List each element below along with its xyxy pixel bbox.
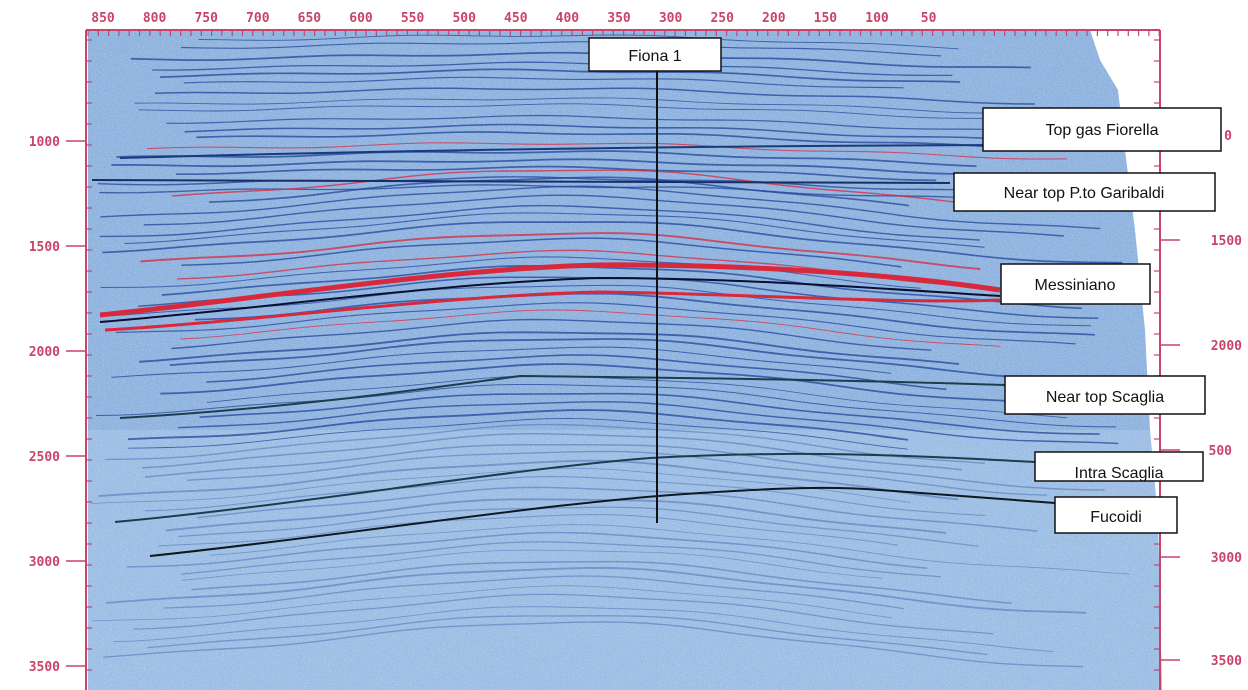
top-axis-tick-label: 650 xyxy=(298,11,322,26)
top-axis-tick-label: 50 xyxy=(921,11,937,26)
well-label: Fiona 1 xyxy=(628,48,681,65)
top-axis-tick-label: 600 xyxy=(349,11,373,26)
horizon-lines xyxy=(91,141,1151,557)
horizon-label-box-near-top-scaglia: Near top Scaglia xyxy=(1004,375,1206,415)
horizon-label-near-top-garibaldi: Near top P.to Garibaldi xyxy=(1004,185,1165,202)
horizon-label-top-gas-fiorella: Top gas Fiorella xyxy=(1046,122,1159,139)
horizon-top-gas-fiorella-line xyxy=(119,141,1151,159)
top-axis-tick-label: 800 xyxy=(143,11,167,26)
left-axis-tick-label: 2000 xyxy=(29,345,60,360)
right-axis-tick-label: 3500 xyxy=(1211,654,1242,669)
right-axis-tick-label: 3000 xyxy=(1211,551,1242,566)
top-axis-tick-label: 400 xyxy=(556,11,580,26)
left-axis: 1000 1500 2000 2500 3000 3500 xyxy=(29,135,86,675)
right-axis: 0 1500 2000 500 3000 3500 xyxy=(1160,129,1242,669)
left-axis-tick-label: 1000 xyxy=(29,135,60,150)
right-axis-tick-label: 500 xyxy=(1209,444,1233,459)
horizon-label-near-top-scaglia: Near top Scaglia xyxy=(1046,389,1164,406)
top-axis-tick-label: 150 xyxy=(814,11,838,26)
top-axis-tick-label: 550 xyxy=(401,11,425,26)
horizon-labels: Top gas Fiorella Near top P.to Garibaldi… xyxy=(953,107,1222,534)
horizon-intra-scaglia-line xyxy=(114,452,1036,523)
top-axis-tick-label: 200 xyxy=(762,11,786,26)
top-axis-tick-label: 100 xyxy=(865,11,889,26)
horizon-fucoidi-line xyxy=(149,486,1056,557)
right-axis-tick-label: 0 xyxy=(1224,129,1232,144)
well-label-box: Fiona 1 xyxy=(588,37,722,72)
horizon-label-box-fucoidi: Fucoidi xyxy=(1054,496,1178,534)
horizon-near-top-scaglia-line xyxy=(119,374,1006,419)
top-axis-tick-label: 850 xyxy=(91,11,115,26)
horizon-label-box-intra-scaglia: Intra Scaglia xyxy=(1034,451,1204,482)
horizon-label-box-near-top-garibaldi: Near top P.to Garibaldi xyxy=(953,172,1216,212)
horizon-near-top-garibaldi-line xyxy=(91,179,951,184)
left-axis-tick-label: 3500 xyxy=(29,660,60,675)
top-axis-tick-label: 500 xyxy=(452,11,476,26)
top-axis-tick-label: 250 xyxy=(710,11,734,26)
horizon-messiniano-line xyxy=(99,262,1001,318)
left-axis-tick-label: 3000 xyxy=(29,555,60,570)
horizon-label-messiniano: Messiniano xyxy=(1035,277,1116,294)
top-axis-tick-label: 700 xyxy=(246,11,270,26)
top-axis-tick-label: 350 xyxy=(607,11,631,26)
top-axis-tick-label: 750 xyxy=(194,11,218,26)
horizon-label-box-messiniano: Messiniano xyxy=(1000,263,1151,305)
horizon-label-box-top-gas-fiorella: Top gas Fiorella xyxy=(982,107,1222,152)
left-axis-tick-label: 1500 xyxy=(29,240,60,255)
reflector-lines xyxy=(90,34,1130,668)
top-axis-tick-label: 300 xyxy=(659,11,683,26)
top-axis-tick-label: 450 xyxy=(504,11,528,26)
axis-frame xyxy=(85,29,1161,690)
horizon-label-fucoidi: Fucoidi xyxy=(1090,509,1142,526)
top-axis: 850 800 750 700 650 600 550 500 450 400 350 300 250 2… xyxy=(91,11,936,26)
horizon-label-intra-scaglia: Intra Scaglia xyxy=(1075,465,1164,482)
left-axis-tick-label: 2500 xyxy=(29,450,60,465)
right-axis-tick-label: 1500 xyxy=(1211,234,1242,249)
right-axis-tick-label: 2000 xyxy=(1211,339,1242,354)
